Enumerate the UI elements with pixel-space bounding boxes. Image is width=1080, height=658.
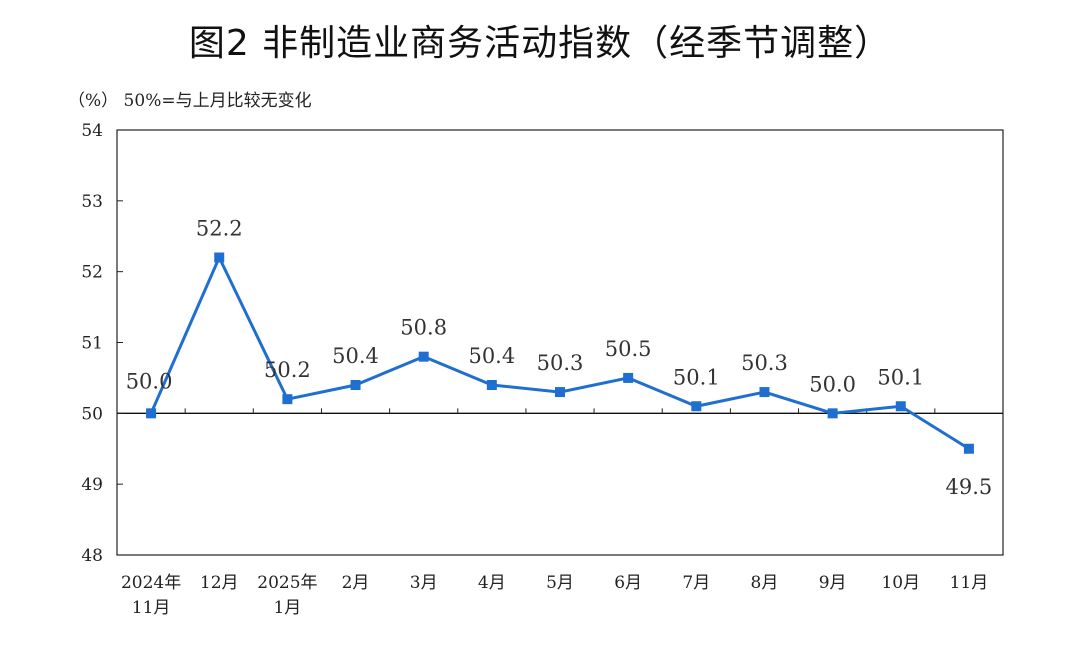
x-tick-label: 3月 — [410, 573, 438, 593]
data-point — [350, 380, 361, 390]
data-point — [146, 408, 157, 419]
data-label: 50.1 — [673, 365, 720, 389]
data-point — [827, 408, 838, 419]
data-point — [895, 401, 906, 412]
x-tick-label: 6月 — [614, 573, 642, 593]
data-point — [555, 387, 565, 398]
plot-frame — [116, 129, 1004, 556]
data-label: 49.5 — [946, 475, 993, 499]
chart-title: 图2 非制造业商务活动指数（经季节调整） — [188, 23, 892, 64]
data-point — [282, 394, 293, 405]
y-tick-label: 50 — [81, 404, 103, 424]
y-tick-label: 52 — [81, 263, 103, 283]
data-label: 50.3 — [741, 351, 788, 375]
data-point — [963, 443, 974, 454]
y-tick-label: 54 — [81, 121, 103, 141]
y-tick-label: 48 — [81, 546, 103, 566]
data-point — [759, 387, 770, 398]
data-point — [418, 351, 429, 362]
data-label: 50.4 — [468, 344, 515, 368]
x-tick-label: 2024年 — [121, 573, 181, 593]
x-tick-label: 2月 — [342, 573, 370, 593]
data-label: 50.8 — [400, 316, 447, 340]
y-tick-label: 49 — [81, 475, 103, 495]
x-tick-label: 8月 — [751, 573, 779, 593]
data-point — [691, 401, 702, 412]
data-label: 52.2 — [196, 217, 243, 241]
data-label: 50.3 — [537, 351, 584, 375]
data-label: 50.2 — [264, 358, 311, 382]
data-label: 50.4 — [332, 344, 379, 368]
x-tick-label: 11月 — [950, 573, 989, 593]
y-tick-label: 53 — [81, 192, 103, 212]
x-tick-label: 11月 — [132, 598, 171, 618]
x-tick-label: 12月 — [200, 573, 239, 593]
data-label: 50.1 — [877, 365, 924, 389]
data-label: 50.5 — [605, 337, 652, 361]
x-tick-label: 4月 — [478, 573, 506, 593]
data-point — [623, 372, 634, 383]
x-tick-label: 7月 — [682, 573, 710, 593]
x-tick-label: 2025年 — [257, 573, 317, 593]
data-label: 50.0 — [126, 369, 173, 393]
x-tick-label: 5月 — [546, 573, 574, 593]
unit-note: （%） 50%=与上月比较无变化 — [68, 91, 312, 111]
x-tick-label: 10月 — [881, 573, 920, 593]
data-point — [486, 380, 497, 390]
x-tick-label: 9月 — [819, 573, 847, 593]
y-tick-label: 51 — [81, 334, 103, 354]
data-label: 50.0 — [809, 372, 856, 396]
x-tick-label: 1月 — [273, 598, 301, 618]
data-point — [214, 252, 225, 263]
